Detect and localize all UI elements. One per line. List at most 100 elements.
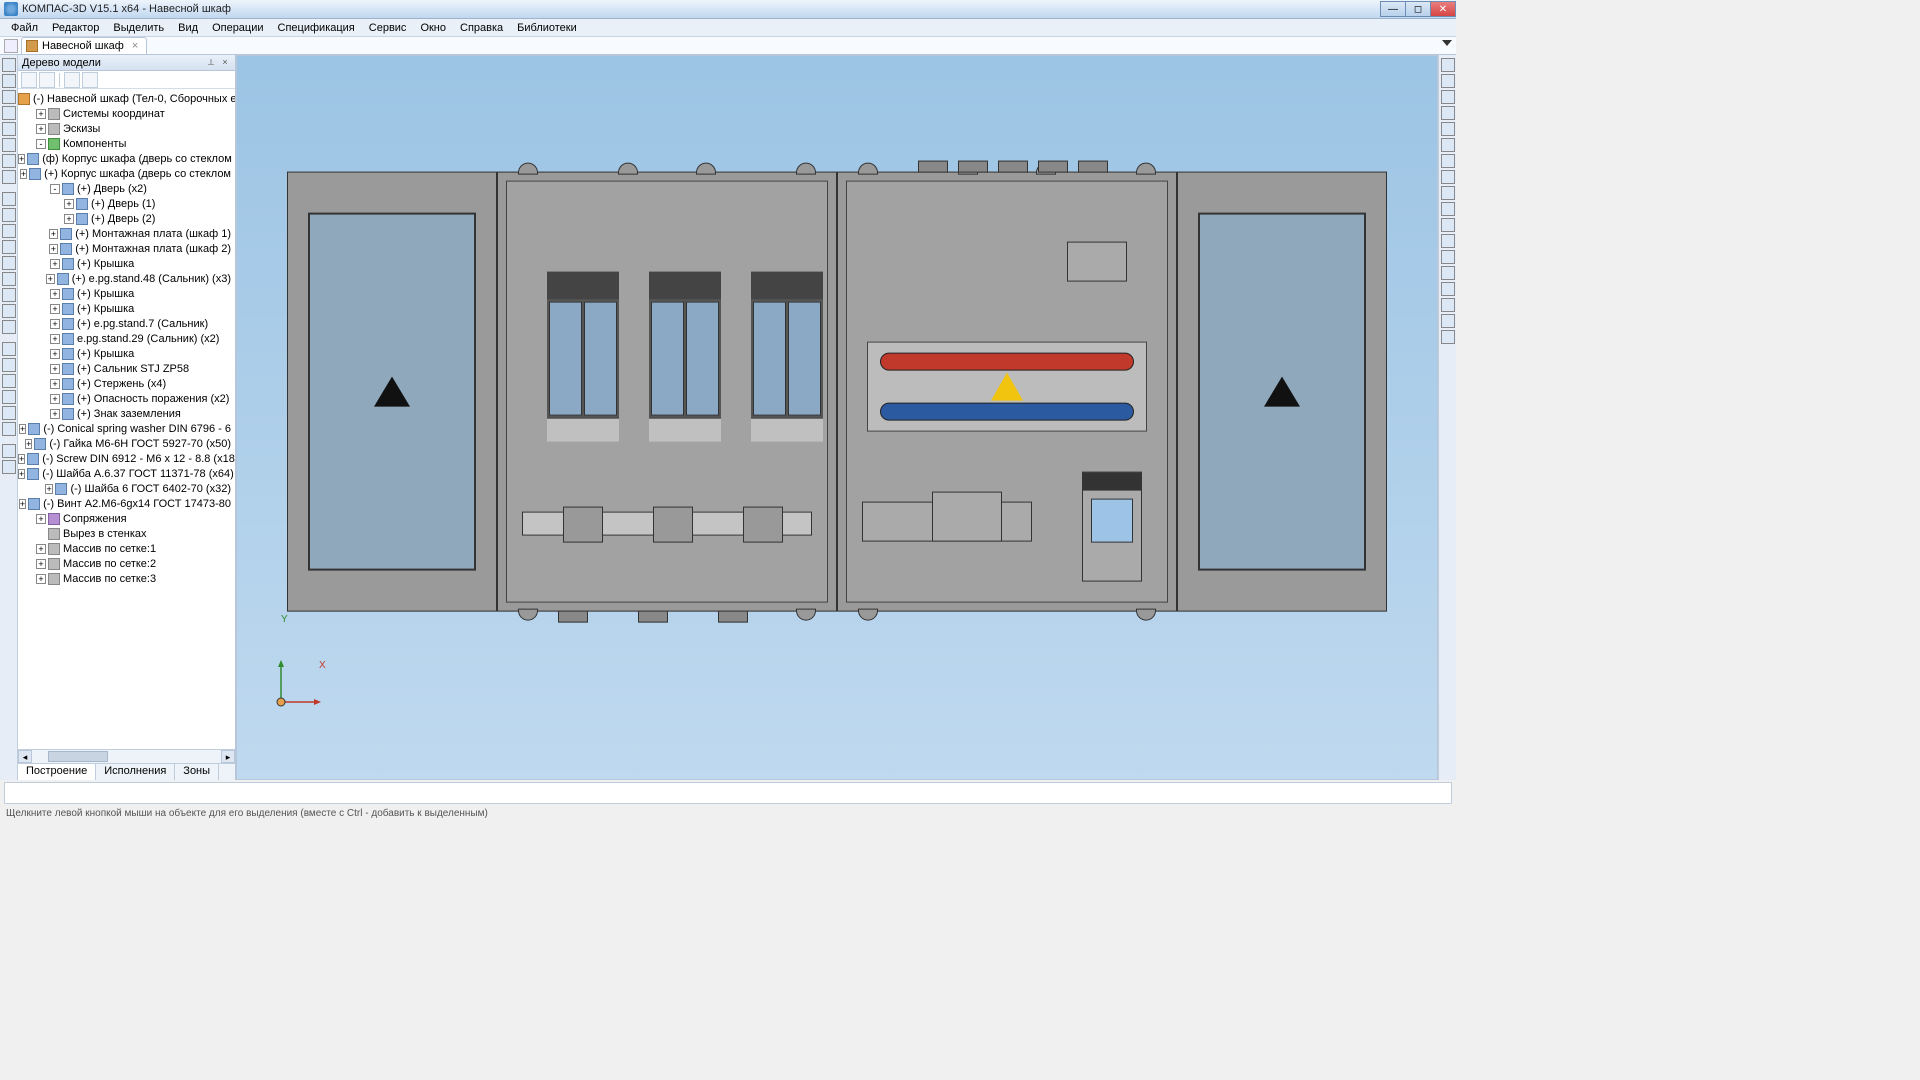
tree-node[interactable]: +(+) e.pg.stand.48 (Сальник) (x3) (18, 271, 235, 286)
tree-node[interactable]: +(+) Дверь (2) (18, 211, 235, 226)
menu-service[interactable]: Сервис (362, 22, 414, 34)
tree-node[interactable]: +(+) Знак заземления (18, 406, 235, 421)
tool-icon[interactable] (2, 154, 16, 168)
tree-expander[interactable]: + (50, 334, 60, 344)
scroll-thumb[interactable] (48, 751, 108, 762)
tree-node[interactable]: +(-) Винт A2.M6-6gx14 ГОСТ 17473-80 (18, 496, 235, 511)
document-tab[interactable]: Навесной шкаф × (21, 37, 147, 54)
menu-edit[interactable]: Редактор (45, 22, 106, 34)
tree-expander[interactable]: + (49, 244, 59, 254)
menu-help[interactable]: Справка (453, 22, 510, 34)
tool-icon[interactable] (1441, 90, 1455, 104)
tool-icon[interactable] (2, 374, 16, 388)
tree-node[interactable]: Вырез в стенках (18, 526, 235, 541)
tool-icon[interactable] (1441, 218, 1455, 232)
tool-icon[interactable] (2, 320, 16, 334)
tool-icon[interactable] (1441, 250, 1455, 264)
tree-expander[interactable]: + (36, 559, 46, 569)
close-button[interactable]: ✕ (1430, 1, 1456, 17)
tool-icon[interactable] (1441, 186, 1455, 200)
tree-node[interactable]: +(+) Опасность поражения (x2) (18, 391, 235, 406)
tree-node[interactable]: -(+) Дверь (x2) (18, 181, 235, 196)
menu-file[interactable]: Файл (4, 22, 45, 34)
tool-icon[interactable] (1441, 106, 1455, 120)
tool-icon[interactable] (2, 90, 16, 104)
tool-icon[interactable] (2, 192, 16, 206)
tree-node[interactable]: +(+) Дверь (1) (18, 196, 235, 211)
tree-expander[interactable]: + (50, 259, 60, 269)
tool-icon[interactable] (2, 106, 16, 120)
tool-icon[interactable] (1441, 202, 1455, 216)
tool-icon[interactable] (2, 444, 16, 458)
tree-expander[interactable]: + (50, 289, 60, 299)
command-input[interactable] (4, 782, 1452, 804)
tool-icon[interactable] (2, 138, 16, 152)
tree-node[interactable]: +(-) Гайка M6-6H ГОСТ 5927-70 (x50) (18, 436, 235, 451)
tool-icon[interactable] (1441, 122, 1455, 136)
tree-expander[interactable]: + (45, 484, 54, 494)
tree-node[interactable]: (-) Навесной шкаф (Тел-0, Сборочных един… (18, 91, 235, 106)
tool-icon[interactable] (2, 422, 16, 436)
tree-node[interactable]: +(ф) Корпус шкафа (дверь со стеклом (18, 151, 235, 166)
model-tree[interactable]: (-) Навесной шкаф (Тел-0, Сборочных един… (18, 89, 235, 749)
tree-node[interactable]: +Массив по сетке:1 (18, 541, 235, 556)
tree-tab-build[interactable]: Построение (18, 764, 96, 780)
tool-icon[interactable] (2, 390, 16, 404)
tree-tab-zones[interactable]: Зоны (175, 764, 219, 780)
tree-hscroll[interactable]: ◂ ▸ (18, 749, 235, 763)
tree-expander[interactable]: + (50, 319, 60, 329)
tree-expander[interactable]: + (46, 274, 55, 284)
tool-icon[interactable] (2, 122, 16, 136)
tree-node[interactable]: -Компоненты (18, 136, 235, 151)
tree-tool-icon[interactable] (39, 72, 55, 88)
tree-tool-icon[interactable] (21, 72, 37, 88)
tool-icon[interactable] (2, 224, 16, 238)
minimize-button[interactable]: — (1380, 1, 1406, 17)
tree-expander[interactable]: + (36, 574, 46, 584)
tree-expander[interactable]: + (50, 409, 60, 419)
tree-node[interactable]: +(-) Шайба 6 ГОСТ 6402-70 (x32) (18, 481, 235, 496)
tool-icon[interactable] (1441, 330, 1455, 344)
tree-expander[interactable]: + (18, 154, 25, 164)
tool-icon[interactable] (2, 358, 16, 372)
menu-operations[interactable]: Операции (205, 22, 270, 34)
tab-nav-icon[interactable] (4, 39, 18, 53)
tool-icon[interactable] (2, 460, 16, 474)
tree-node[interactable]: +Эскизы (18, 121, 235, 136)
tree-node[interactable]: +Массив по сетке:2 (18, 556, 235, 571)
tree-node[interactable]: +Системы координат (18, 106, 235, 121)
tree-node[interactable]: +(+) Сальник STJ ZP58 (18, 361, 235, 376)
tree-node[interactable]: +(+) Монтажная плата (шкаф 1) (18, 226, 235, 241)
tool-icon[interactable] (2, 208, 16, 222)
tree-expander[interactable]: + (19, 424, 26, 434)
tree-expander[interactable]: + (36, 544, 46, 554)
tree-node[interactable]: +(+) Стержень (x4) (18, 376, 235, 391)
tree-node[interactable]: +(+) Крышка (18, 301, 235, 316)
scroll-right-icon[interactable]: ▸ (221, 750, 235, 763)
tree-expander[interactable]: + (50, 379, 60, 389)
tree-tool-icon[interactable] (82, 72, 98, 88)
tree-expander[interactable]: + (50, 304, 60, 314)
tree-expander[interactable]: + (36, 124, 46, 134)
tab-close-icon[interactable]: × (132, 40, 138, 52)
maximize-button[interactable]: ◻ (1405, 1, 1431, 17)
menu-libraries[interactable]: Библиотеки (510, 22, 584, 34)
tool-icon[interactable] (1441, 138, 1455, 152)
menu-window[interactable]: Окно (413, 22, 453, 34)
tree-expander[interactable]: + (36, 514, 46, 524)
tree-expander[interactable]: + (64, 214, 74, 224)
panel-close-icon[interactable]: × (219, 57, 231, 69)
tree-node[interactable]: +(-) Screw DIN 6912 - M6 x 12 - 8.8 (x18… (18, 451, 235, 466)
tree-node[interactable]: +(-) Conical spring washer DIN 6796 - 6 (18, 421, 235, 436)
tool-icon[interactable] (1441, 170, 1455, 184)
tool-icon[interactable] (2, 256, 16, 270)
tree-expander[interactable]: + (20, 169, 27, 179)
tree-node[interactable]: +e.pg.stand.29 (Сальник) (x2) (18, 331, 235, 346)
tree-expander[interactable]: + (50, 349, 60, 359)
tree-node[interactable]: +(+) e.pg.stand.7 (Сальник) (18, 316, 235, 331)
tool-icon[interactable] (2, 170, 16, 184)
tool-icon[interactable] (2, 240, 16, 254)
tool-icon[interactable] (1441, 74, 1455, 88)
tree-expander[interactable]: + (19, 499, 26, 509)
tree-node[interactable]: +(+) Корпус шкафа (дверь со стеклом (18, 166, 235, 181)
